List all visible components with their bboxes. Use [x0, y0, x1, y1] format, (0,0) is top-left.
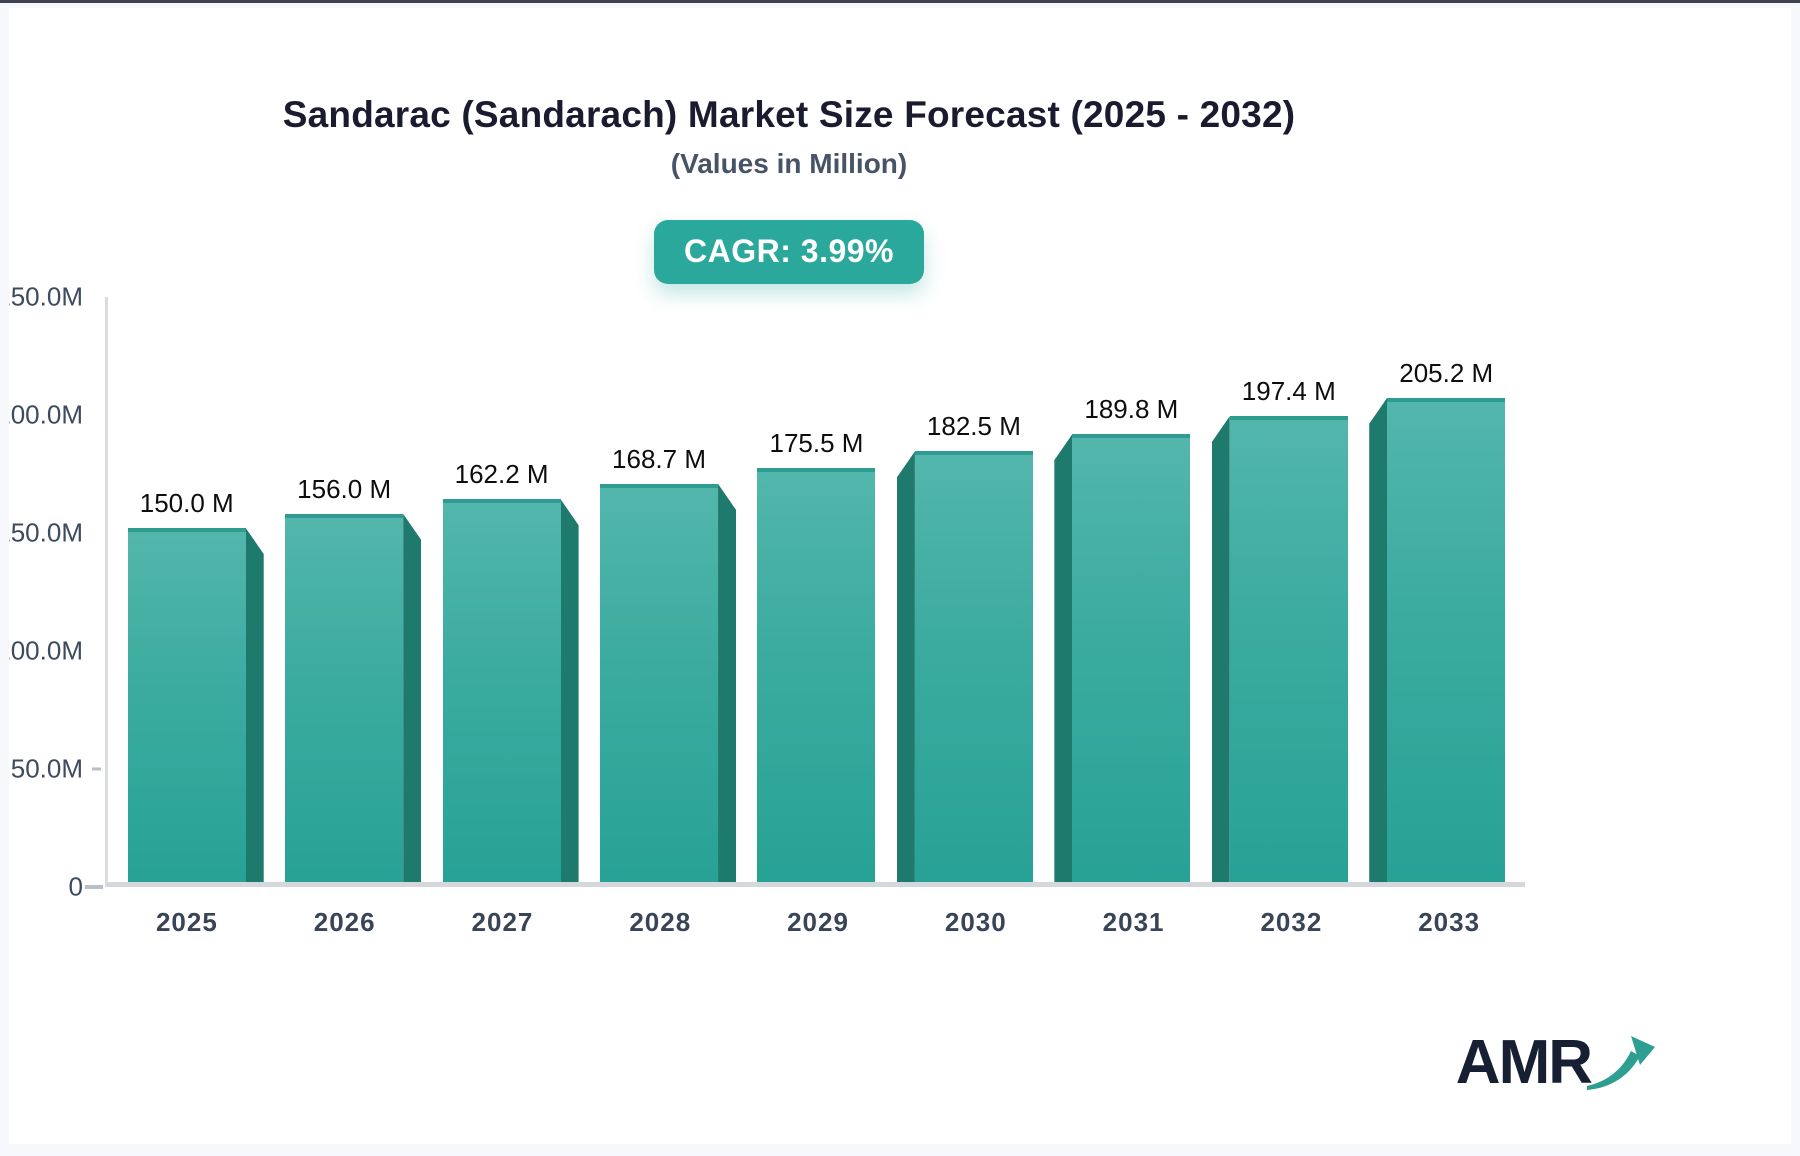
- bar-2027: [442, 499, 579, 882]
- x-axis-label-2029: 2029: [787, 907, 849, 937]
- y-axis-tick: [92, 767, 101, 771]
- bar-group-2025: 150.0 M: [108, 297, 265, 882]
- badge-row: CAGR: 3.99%: [9, 220, 1569, 284]
- bar-2029: [757, 467, 876, 882]
- growth-arrow-icon: [1587, 1036, 1655, 1090]
- x-axis-label-2028: 2028: [629, 907, 692, 937]
- bar-group-2026: 156.0 M: [265, 297, 422, 882]
- x-axis-label-2031: 2031: [1102, 907, 1165, 937]
- bar-face: [600, 483, 719, 882]
- bar-face: [442, 499, 561, 882]
- y-axis-label: 0: [68, 871, 83, 902]
- bar-value-label: 162.2 M: [454, 459, 549, 490]
- x-axis-label-2025: 2025: [155, 907, 218, 937]
- chart-card: Sandarac (Sandarach) Market Size Forecas…: [9, 8, 1791, 1144]
- bar-value-label: 189.8 M: [1084, 394, 1179, 425]
- bar-value-label: 205.2 M: [1399, 357, 1494, 388]
- bar-side-3d: [245, 528, 264, 882]
- bar-side-3d: [1054, 434, 1073, 882]
- bar-face: [757, 467, 876, 882]
- x-axis-label-2032: 2032: [1260, 907, 1323, 937]
- amr-logo: AMR: [1456, 1032, 1659, 1096]
- bar-value-label: 156.0 M: [297, 473, 392, 504]
- bar-value-label: 175.5 M: [769, 427, 864, 458]
- bar-group-2033: 205.2 M: [1368, 297, 1525, 882]
- amr-logo-text: AMR: [1455, 1028, 1593, 1097]
- bar-side-3d: [896, 451, 915, 882]
- bar-group-2027: 162.2 M: [423, 297, 580, 882]
- bar-2032: [1211, 416, 1348, 882]
- bar-value-label: 182.5 M: [926, 411, 1021, 442]
- bar-group-2028: 168.7 M: [580, 297, 737, 882]
- bar-2028: [600, 483, 737, 882]
- bar-2030: [896, 451, 1033, 882]
- bar-value-label: 168.7 M: [612, 443, 706, 474]
- x-axis-label-2027: 2027: [471, 907, 534, 937]
- bar-group-2029: 175.5 M: [738, 297, 895, 882]
- window-top-edge: [0, 0, 1800, 3]
- x-axis-label-2026: 2026: [313, 907, 376, 937]
- bar-side-3d: [403, 513, 422, 882]
- bar-face: [1072, 434, 1191, 882]
- y-axis: 250.0M 200.0M 150.0M 100.0M 50.0M 0: [9, 282, 105, 902]
- y-axis-label: 250.0M: [9, 281, 83, 312]
- bar-group-2031: 189.8 M: [1053, 297, 1210, 882]
- bar-value-label: 197.4 M: [1241, 376, 1336, 407]
- bar-side-3d: [718, 483, 737, 882]
- y-axis-label: 100.0M: [9, 635, 83, 666]
- bar-side-3d: [1211, 416, 1230, 882]
- bar-face: [285, 513, 404, 882]
- y-axis-label: 200.0M: [9, 399, 83, 430]
- plot-area: 150.0 M 156.0 M 162.2 M 168.7 M 175.5 M 182.5…: [105, 297, 1525, 887]
- bar-face: [1229, 416, 1348, 882]
- x-axis-label-2030: 2030: [944, 907, 1007, 937]
- bar-2025: [127, 528, 264, 882]
- chart-subtitle: (Values in Million): [670, 148, 908, 179]
- cagr-badge: CAGR: 3.99%: [654, 220, 924, 284]
- bar-group-2030: 182.5 M: [895, 297, 1052, 882]
- y-axis-label: 50.0M: [10, 753, 83, 784]
- chart-title: Sandarac (Sandarach) Market Size Forecas…: [282, 94, 1296, 135]
- bar-2026: [285, 513, 422, 882]
- bar-face: [1387, 397, 1506, 882]
- bar-group-2032: 197.4 M: [1210, 297, 1367, 882]
- bar-side-3d: [560, 499, 579, 882]
- y-axis-label: 150.0M: [9, 517, 83, 548]
- bar-value-label: 150.0 M: [139, 488, 234, 518]
- x-axis: 2025 2026 2027 2028 2029 2030 2031 2032 2033: [108, 907, 1528, 938]
- x-axis-label-2033: 2033: [1418, 907, 1481, 937]
- bar-2031: [1054, 434, 1191, 882]
- bar-side-3d: [1369, 397, 1388, 882]
- bar-face: [914, 451, 1033, 882]
- bar-face: [127, 528, 246, 882]
- y-axis-tick: [85, 885, 103, 889]
- bar-2033: [1369, 397, 1506, 882]
